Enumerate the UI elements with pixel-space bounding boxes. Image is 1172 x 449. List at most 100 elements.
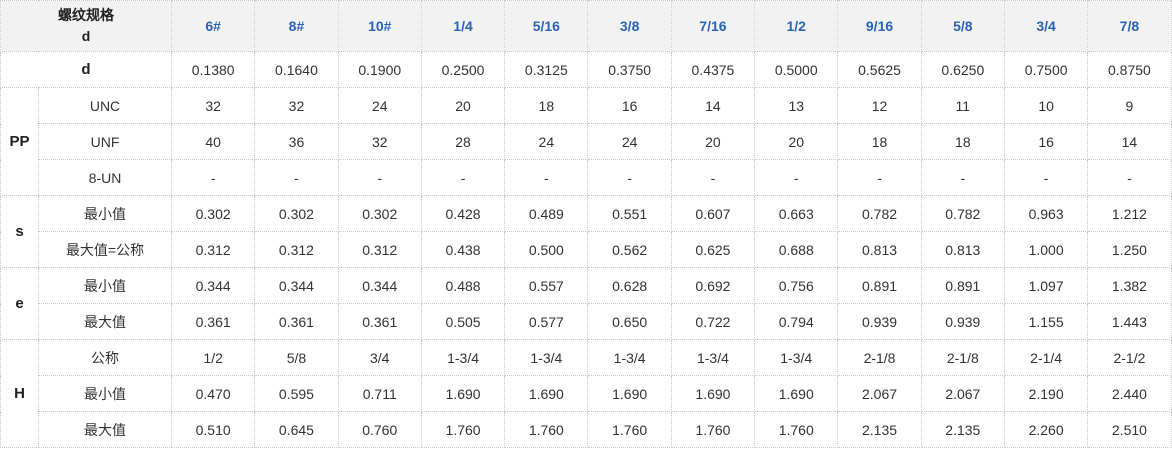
value-cell: 1.382 [1087,267,1172,304]
size-header-cell: 1/4 [420,0,506,52]
d-value-cell: 0.1380 [170,51,256,88]
value-cell: 0.650 [587,303,672,340]
value-cell: 0.939 [837,303,922,340]
size-header-cell: 7/8 [1087,0,1172,52]
value-cell: 0.756 [754,267,839,304]
value-cell: 1.000 [1003,231,1089,268]
row-label: 最大值 [38,411,172,448]
value-cell: 20 [754,123,839,160]
value-cell: 0.688 [754,231,839,268]
thread-spec-d-label: d [81,28,91,44]
value-cell: 0.663 [754,195,839,232]
d-row-label: d [0,51,172,88]
value-cell: 2.260 [1003,411,1089,448]
value-cell: - [170,159,256,196]
size-header-cell: 10# [337,0,422,52]
value-cell: 0.595 [254,375,339,412]
size-header-cell: 8# [254,0,339,52]
value-cell: 13 [754,87,839,124]
value-cell: 3/4 [337,339,422,376]
value-cell: 0.361 [337,303,422,340]
value-cell: 0.344 [254,267,339,304]
value-cell: 40 [170,123,256,160]
row-label: 8-UN [38,159,172,196]
value-cell: 0.782 [837,195,922,232]
value-cell: - [670,159,756,196]
value-cell: 18 [920,123,1005,160]
spec-row: 最大值 0.510 0.645 0.760 1.760 1.760 1.760 1.760 1.… [1,411,1172,448]
value-cell: 0.963 [1003,195,1089,232]
value-cell: 2.135 [837,411,922,448]
value-cell: 24 [504,123,589,160]
value-cell: - [837,159,922,196]
d-value-cell: 0.7500 [1003,51,1089,88]
value-cell: 2.190 [1003,375,1089,412]
spec-row: s 最小值 0.302 0.302 0.302 0.428 0.489 0.551 0.607 0… [0,195,1172,268]
spec-row: 最小值 0.470 0.595 0.711 1.690 1.690 1.690 1.690 1.… [1,375,1172,412]
value-cell: 0.302 [254,195,339,232]
value-cell: 0.562 [587,231,672,268]
value-cell: 0.312 [170,231,256,268]
value-cell: 1-3/4 [587,339,672,376]
size-header-cell: 9/16 [837,0,922,52]
d-value-cell: 0.4375 [670,51,756,88]
value-cell: 2-1/8 [837,339,922,376]
value-cell: 0.302 [170,195,256,232]
value-cell: 32 [337,123,422,160]
row-label: UNF [38,123,172,160]
value-cell: 2-1/8 [920,339,1005,376]
value-cell: 2-1/4 [1003,339,1089,376]
spec-row: PP UNC 32 32 24 20 18 16 14 13 12 11 10 9 [0,87,1172,196]
d-value-cell: 0.3125 [504,51,589,88]
thread-spec-label: 螺纹规格 [58,7,114,23]
value-cell: 32 [254,87,339,124]
value-cell: 16 [587,87,672,124]
value-cell: 1.690 [754,375,839,412]
value-cell: 0.344 [337,267,422,304]
value-cell: 0.891 [920,267,1005,304]
size-header-cell: 5/8 [920,0,1005,52]
value-cell: 1.760 [504,411,589,448]
value-cell: 0.344 [170,267,256,304]
row-label: 最小值 [38,267,172,304]
spec-row: H 公称 1/2 5/8 3/4 1-3/4 1-3/4 1-3/4 1-3/4 1-3/4 2-1… [0,339,1172,448]
size-header-cell: 1/2 [754,0,839,52]
thread-spec-header: 螺纹规格 d [0,0,172,52]
value-cell: 0.551 [587,195,672,232]
value-cell: 0.361 [170,303,256,340]
value-cell: 1/2 [170,339,256,376]
value-cell: - [254,159,339,196]
value-cell: 16 [1003,123,1089,160]
value-cell: 5/8 [254,339,339,376]
value-cell: 2-1/2 [1087,339,1172,376]
spec-row: UNF 40 36 32 28 24 24 20 20 18 18 16 14 [1,123,1172,160]
size-header-cell: 7/16 [670,0,756,52]
d-value-cell: 0.6250 [920,51,1005,88]
d-value-cell: 0.5000 [754,51,839,88]
value-cell: 20 [670,123,756,160]
value-cell: 14 [670,87,756,124]
value-cell: 2.510 [1087,411,1172,448]
size-header-cell: 3/4 [1003,0,1089,52]
value-cell: 1-3/4 [420,339,506,376]
value-cell: 0.577 [504,303,589,340]
value-cell: 12 [837,87,922,124]
value-cell: 0.470 [170,375,256,412]
d-value-cell: 0.5625 [837,51,922,88]
value-cell: 0.722 [670,303,756,340]
value-cell: 32 [170,87,256,124]
value-cell: 0.607 [670,195,756,232]
value-cell: 2.067 [837,375,922,412]
row-label: 最小值 [38,375,172,412]
d-value-cell: 0.2500 [420,51,506,88]
value-cell: - [504,159,589,196]
value-cell: 0.361 [254,303,339,340]
size-header-cell: 3/8 [587,0,672,52]
header-row: 螺纹规格 d 6# 8# 10# 1/4 5/16 3/8 7/16 1/2 9… [0,0,1172,52]
d-value-cell: 0.3750 [587,51,672,88]
value-cell: - [337,159,422,196]
value-cell: 0.510 [170,411,256,448]
value-cell: - [420,159,506,196]
value-cell: 1.690 [587,375,672,412]
